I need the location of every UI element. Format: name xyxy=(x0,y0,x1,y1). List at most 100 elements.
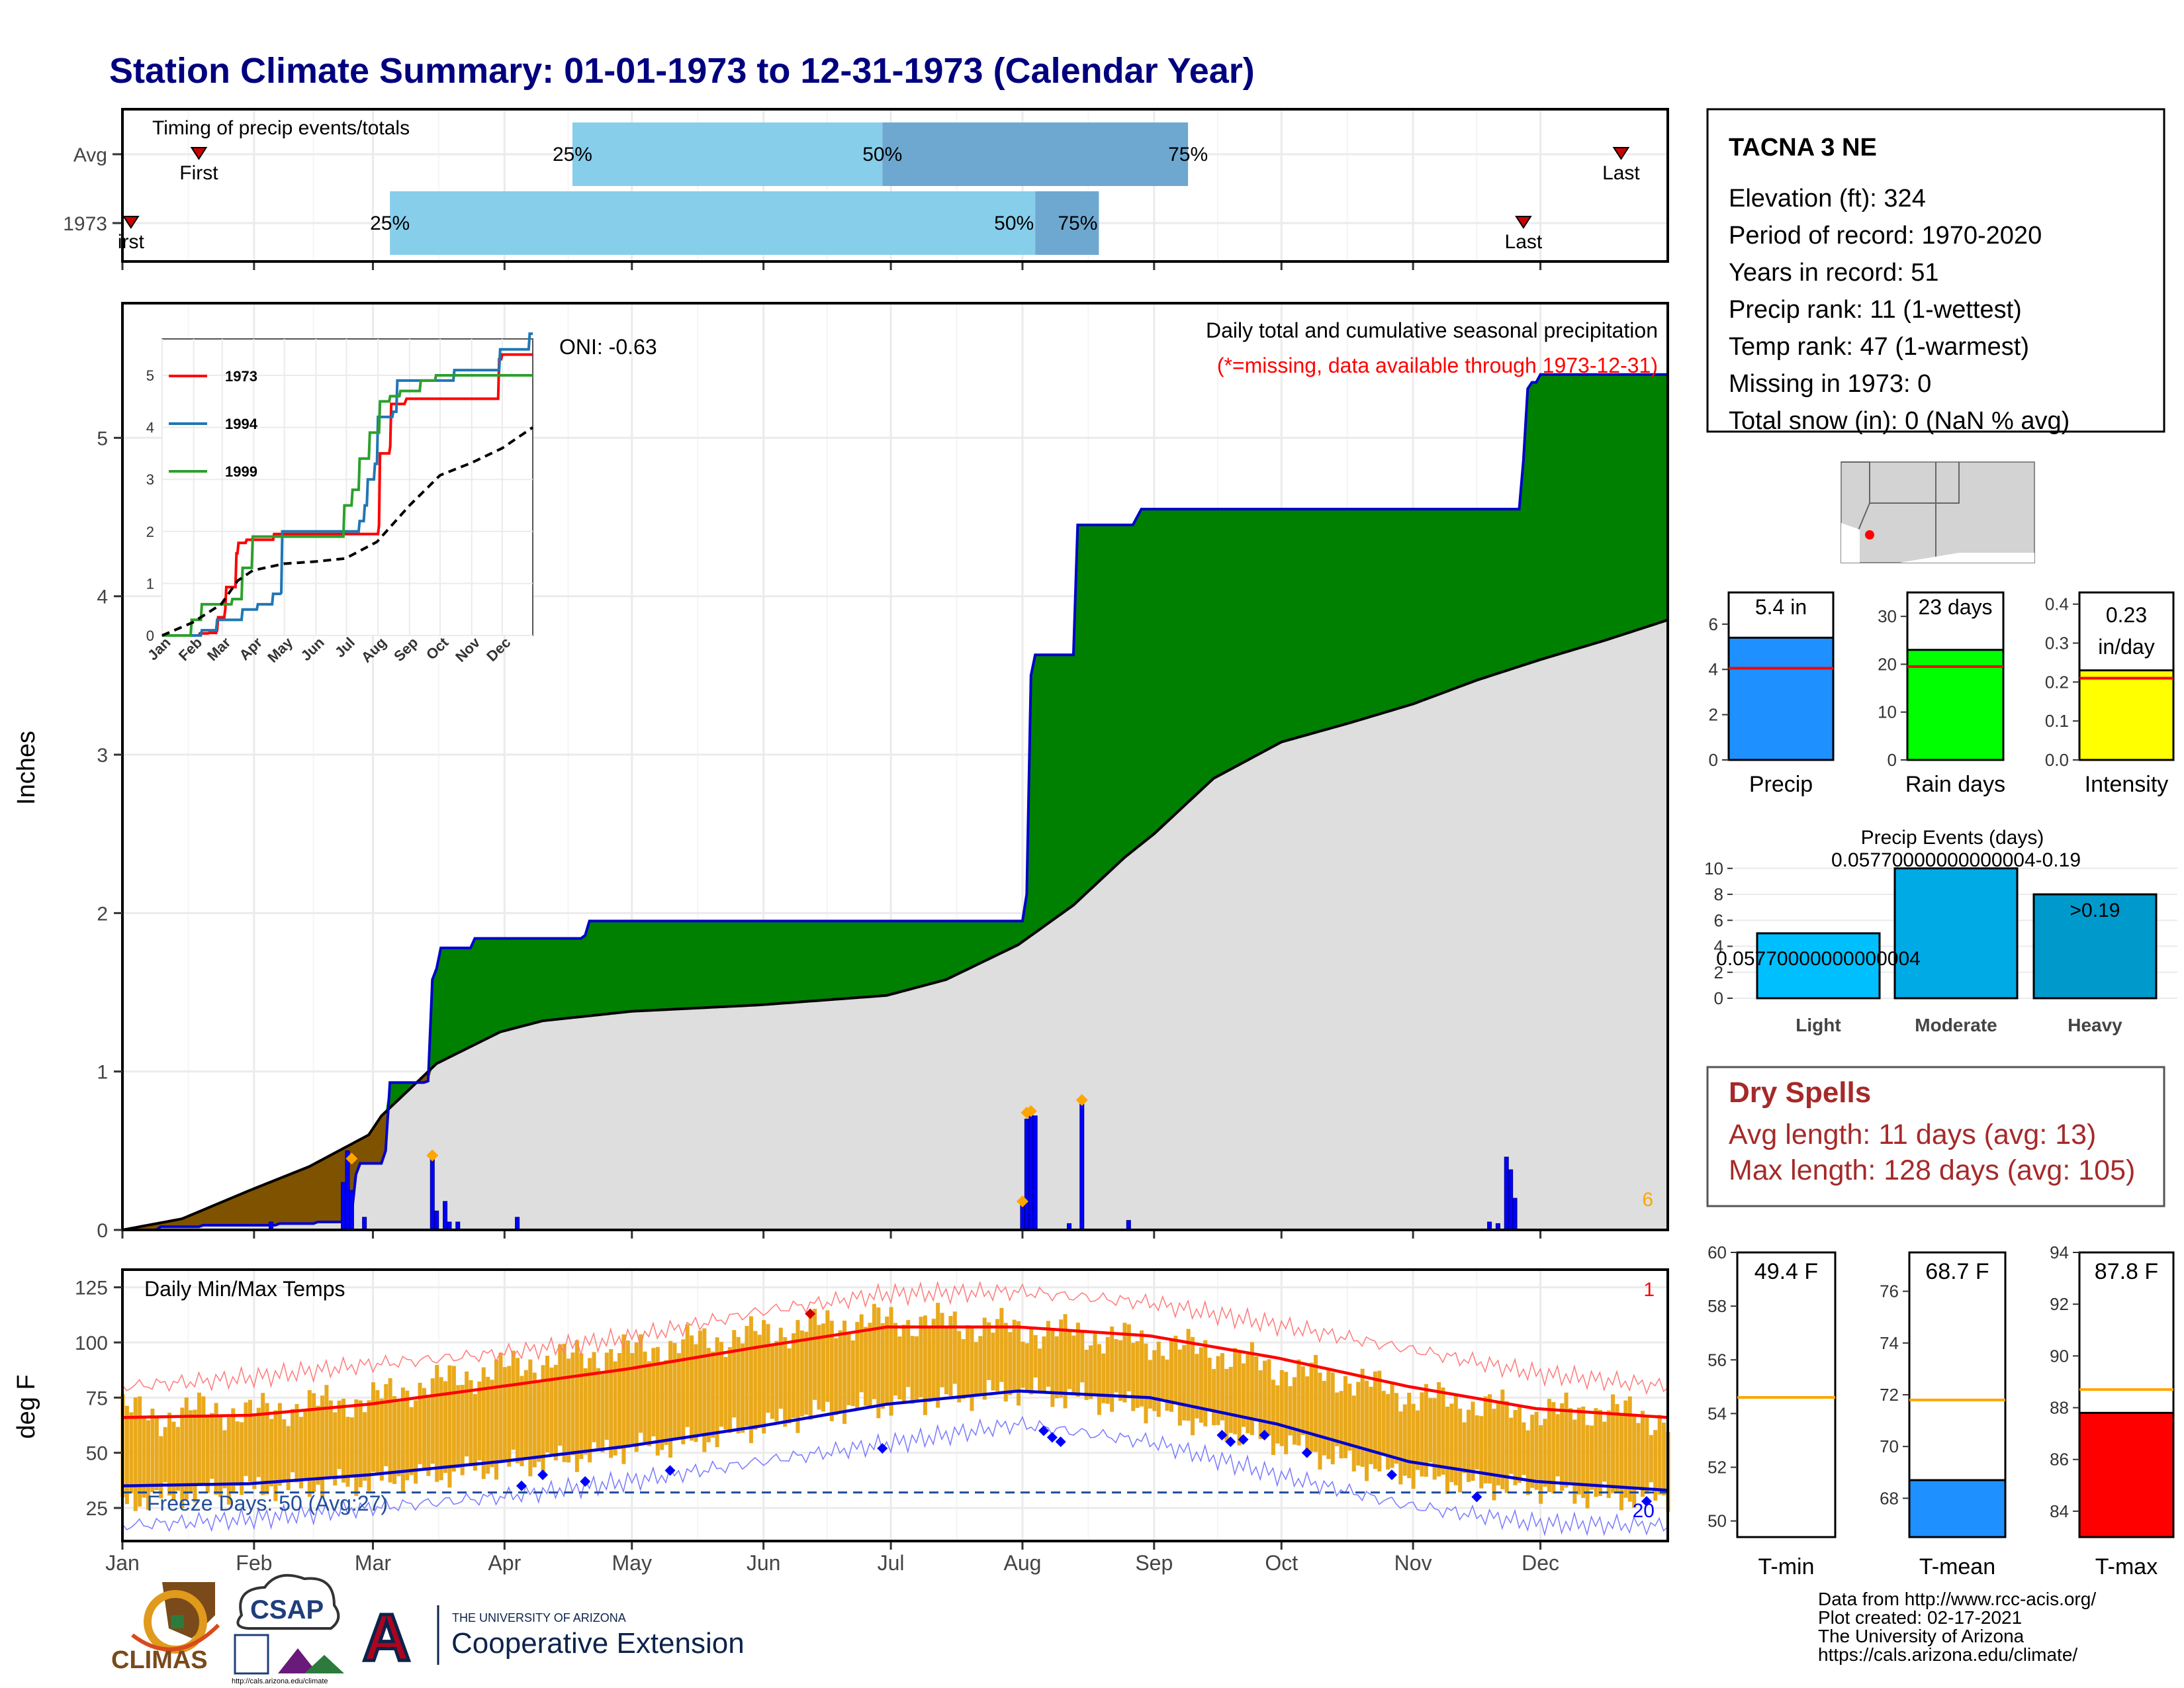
temp-daily-bar xyxy=(931,1319,936,1401)
temp-daily-bar xyxy=(685,1324,690,1427)
temp-daily-bar xyxy=(672,1342,677,1439)
temp-daily-bar xyxy=(982,1317,987,1400)
temp-daily-bar xyxy=(430,1378,435,1464)
temp-daily-bar xyxy=(1339,1391,1343,1459)
temp-daily-bar xyxy=(966,1325,970,1395)
temp-daily-bar xyxy=(171,1421,176,1501)
temp-daily-bar xyxy=(1237,1350,1242,1446)
dry-spells-max: Max length: 128 days (avg: 105) xyxy=(1729,1154,2135,1186)
temp-daily-bar xyxy=(1212,1369,1216,1426)
temp-daily-bar xyxy=(639,1334,643,1433)
temp-daily-bar xyxy=(375,1389,380,1474)
temp-daily-bar xyxy=(240,1422,244,1495)
precip-total-y-tick-label: 0.0 xyxy=(2045,750,2069,770)
precip-y-tick-label: 4 xyxy=(97,586,108,608)
temp-daily-bar xyxy=(1017,1321,1021,1406)
temp-daily-bar xyxy=(1513,1409,1518,1485)
precip-above-average-area xyxy=(122,374,1668,1230)
temp-daily-bar xyxy=(1322,1381,1326,1456)
month-axis-label: Sep xyxy=(1135,1551,1173,1575)
timing-last-marker xyxy=(1612,147,1630,160)
temp-daily-bar xyxy=(1467,1409,1471,1482)
temp-daily-bar xyxy=(647,1361,651,1446)
temp-record-max-line xyxy=(122,1280,1668,1395)
temp-daily-bar xyxy=(634,1342,639,1452)
temp-daily-bar xyxy=(150,1408,155,1493)
precip-event-marker xyxy=(1075,1094,1088,1106)
temp-daily-bar xyxy=(1135,1341,1140,1408)
temp-daily-bar xyxy=(1351,1395,1356,1472)
temp-daily-bar xyxy=(252,1413,257,1489)
temp-daily-bar xyxy=(1479,1416,1484,1489)
temp-y-tick-label: 50 xyxy=(86,1443,108,1465)
temp-daily-bar xyxy=(574,1340,579,1472)
precip-average-area xyxy=(122,620,1668,1230)
temp-frame xyxy=(121,1268,1669,1542)
events-category-label: Light xyxy=(1796,1015,1841,1035)
temp-daily-bar xyxy=(222,1430,227,1489)
temp-corner-top: 1 xyxy=(1643,1279,1655,1301)
precip-y-tick-label: 5 xyxy=(97,428,108,449)
temp-daily-bar xyxy=(570,1352,575,1456)
temp-daily-bar xyxy=(439,1377,443,1481)
temp-daily-bar xyxy=(1581,1406,1586,1498)
temp-daily-bar xyxy=(193,1409,197,1503)
temp-daily-bar xyxy=(936,1303,940,1408)
temp-daily-bar xyxy=(864,1327,868,1406)
temp-daily-bar xyxy=(1254,1356,1259,1421)
temp-daily-bar xyxy=(133,1397,138,1511)
temp-daily-bar xyxy=(770,1343,774,1419)
events-bar xyxy=(1756,932,1881,1000)
temp-record-high-marker xyxy=(805,1308,816,1319)
temp-daily-bar xyxy=(1271,1380,1275,1455)
timing-label-p50: 50% xyxy=(994,212,1034,234)
temp-total-y-tick-label: 76 xyxy=(1880,1282,1899,1301)
temp-daily-bar xyxy=(1585,1425,1590,1509)
precip-event-marker xyxy=(345,1152,358,1165)
temp-daily-bar xyxy=(1543,1419,1547,1487)
ua-letter-mark: A xyxy=(363,1601,410,1675)
temp-daily-bar xyxy=(1263,1360,1267,1438)
temp-daily-bar xyxy=(1606,1410,1611,1499)
temp-daily-bar xyxy=(295,1404,299,1483)
temp-corner-bottom: 20 xyxy=(1633,1500,1655,1522)
precip-chart-subtitle: (*=missing, data available through 1973-… xyxy=(1217,353,1658,377)
temp-daily-bar xyxy=(324,1385,329,1479)
precip-daily-bar xyxy=(349,1190,354,1231)
temp-daily-bar xyxy=(859,1314,864,1393)
precip-total-bar xyxy=(1727,636,1835,761)
station-info-box: TACNA 3 NE Elevation (ft): 324 Period of … xyxy=(1706,108,2165,435)
inset-frame xyxy=(161,338,533,636)
timing-last-label: Last xyxy=(1602,162,1640,184)
temp-daily-bar xyxy=(948,1315,953,1396)
temp-daily-bar xyxy=(1365,1380,1369,1481)
precip-total-y-tick-label: 4 xyxy=(1709,659,1718,679)
temp-daily-bar xyxy=(778,1327,783,1409)
temp-daily-bar xyxy=(792,1333,796,1419)
temp-daily-bar xyxy=(741,1343,745,1433)
temp-daily-bar xyxy=(451,1366,456,1472)
temp-daily-bar xyxy=(1522,1422,1526,1476)
events-value-label: 0.05770000000000004-0.19 xyxy=(1831,849,2081,871)
temp-daily-bar xyxy=(893,1323,897,1396)
temp-daily-bar xyxy=(354,1399,359,1496)
temp-daily-bar xyxy=(124,1405,129,1505)
station-info-line: Missing in 1973: 0 xyxy=(1729,370,1931,398)
temp-daily-bar xyxy=(1462,1422,1467,1474)
temp-daily-bar xyxy=(214,1403,218,1495)
temp-daily-bar xyxy=(1207,1358,1212,1411)
temp-daily-bar xyxy=(766,1324,770,1413)
inset-y-tick-label: 1 xyxy=(146,575,154,592)
page-title: Station Climate Summary: 01-01-1973 to 1… xyxy=(109,51,1255,91)
temp-daily-bar xyxy=(944,1326,948,1395)
temp-daily-bar xyxy=(1547,1399,1551,1493)
dry-spells-title: Dry Spells xyxy=(1729,1076,1871,1109)
temp-daily-bar xyxy=(1602,1421,1607,1482)
precip-daily-bar xyxy=(443,1201,448,1231)
temp-daily-bar xyxy=(490,1380,494,1468)
temp-daily-bar xyxy=(885,1316,889,1406)
temp-daily-bar xyxy=(1360,1368,1365,1467)
temp-daily-bar xyxy=(660,1363,664,1450)
temp-daily-bar xyxy=(1148,1360,1152,1409)
temp-daily-bar xyxy=(579,1353,584,1460)
